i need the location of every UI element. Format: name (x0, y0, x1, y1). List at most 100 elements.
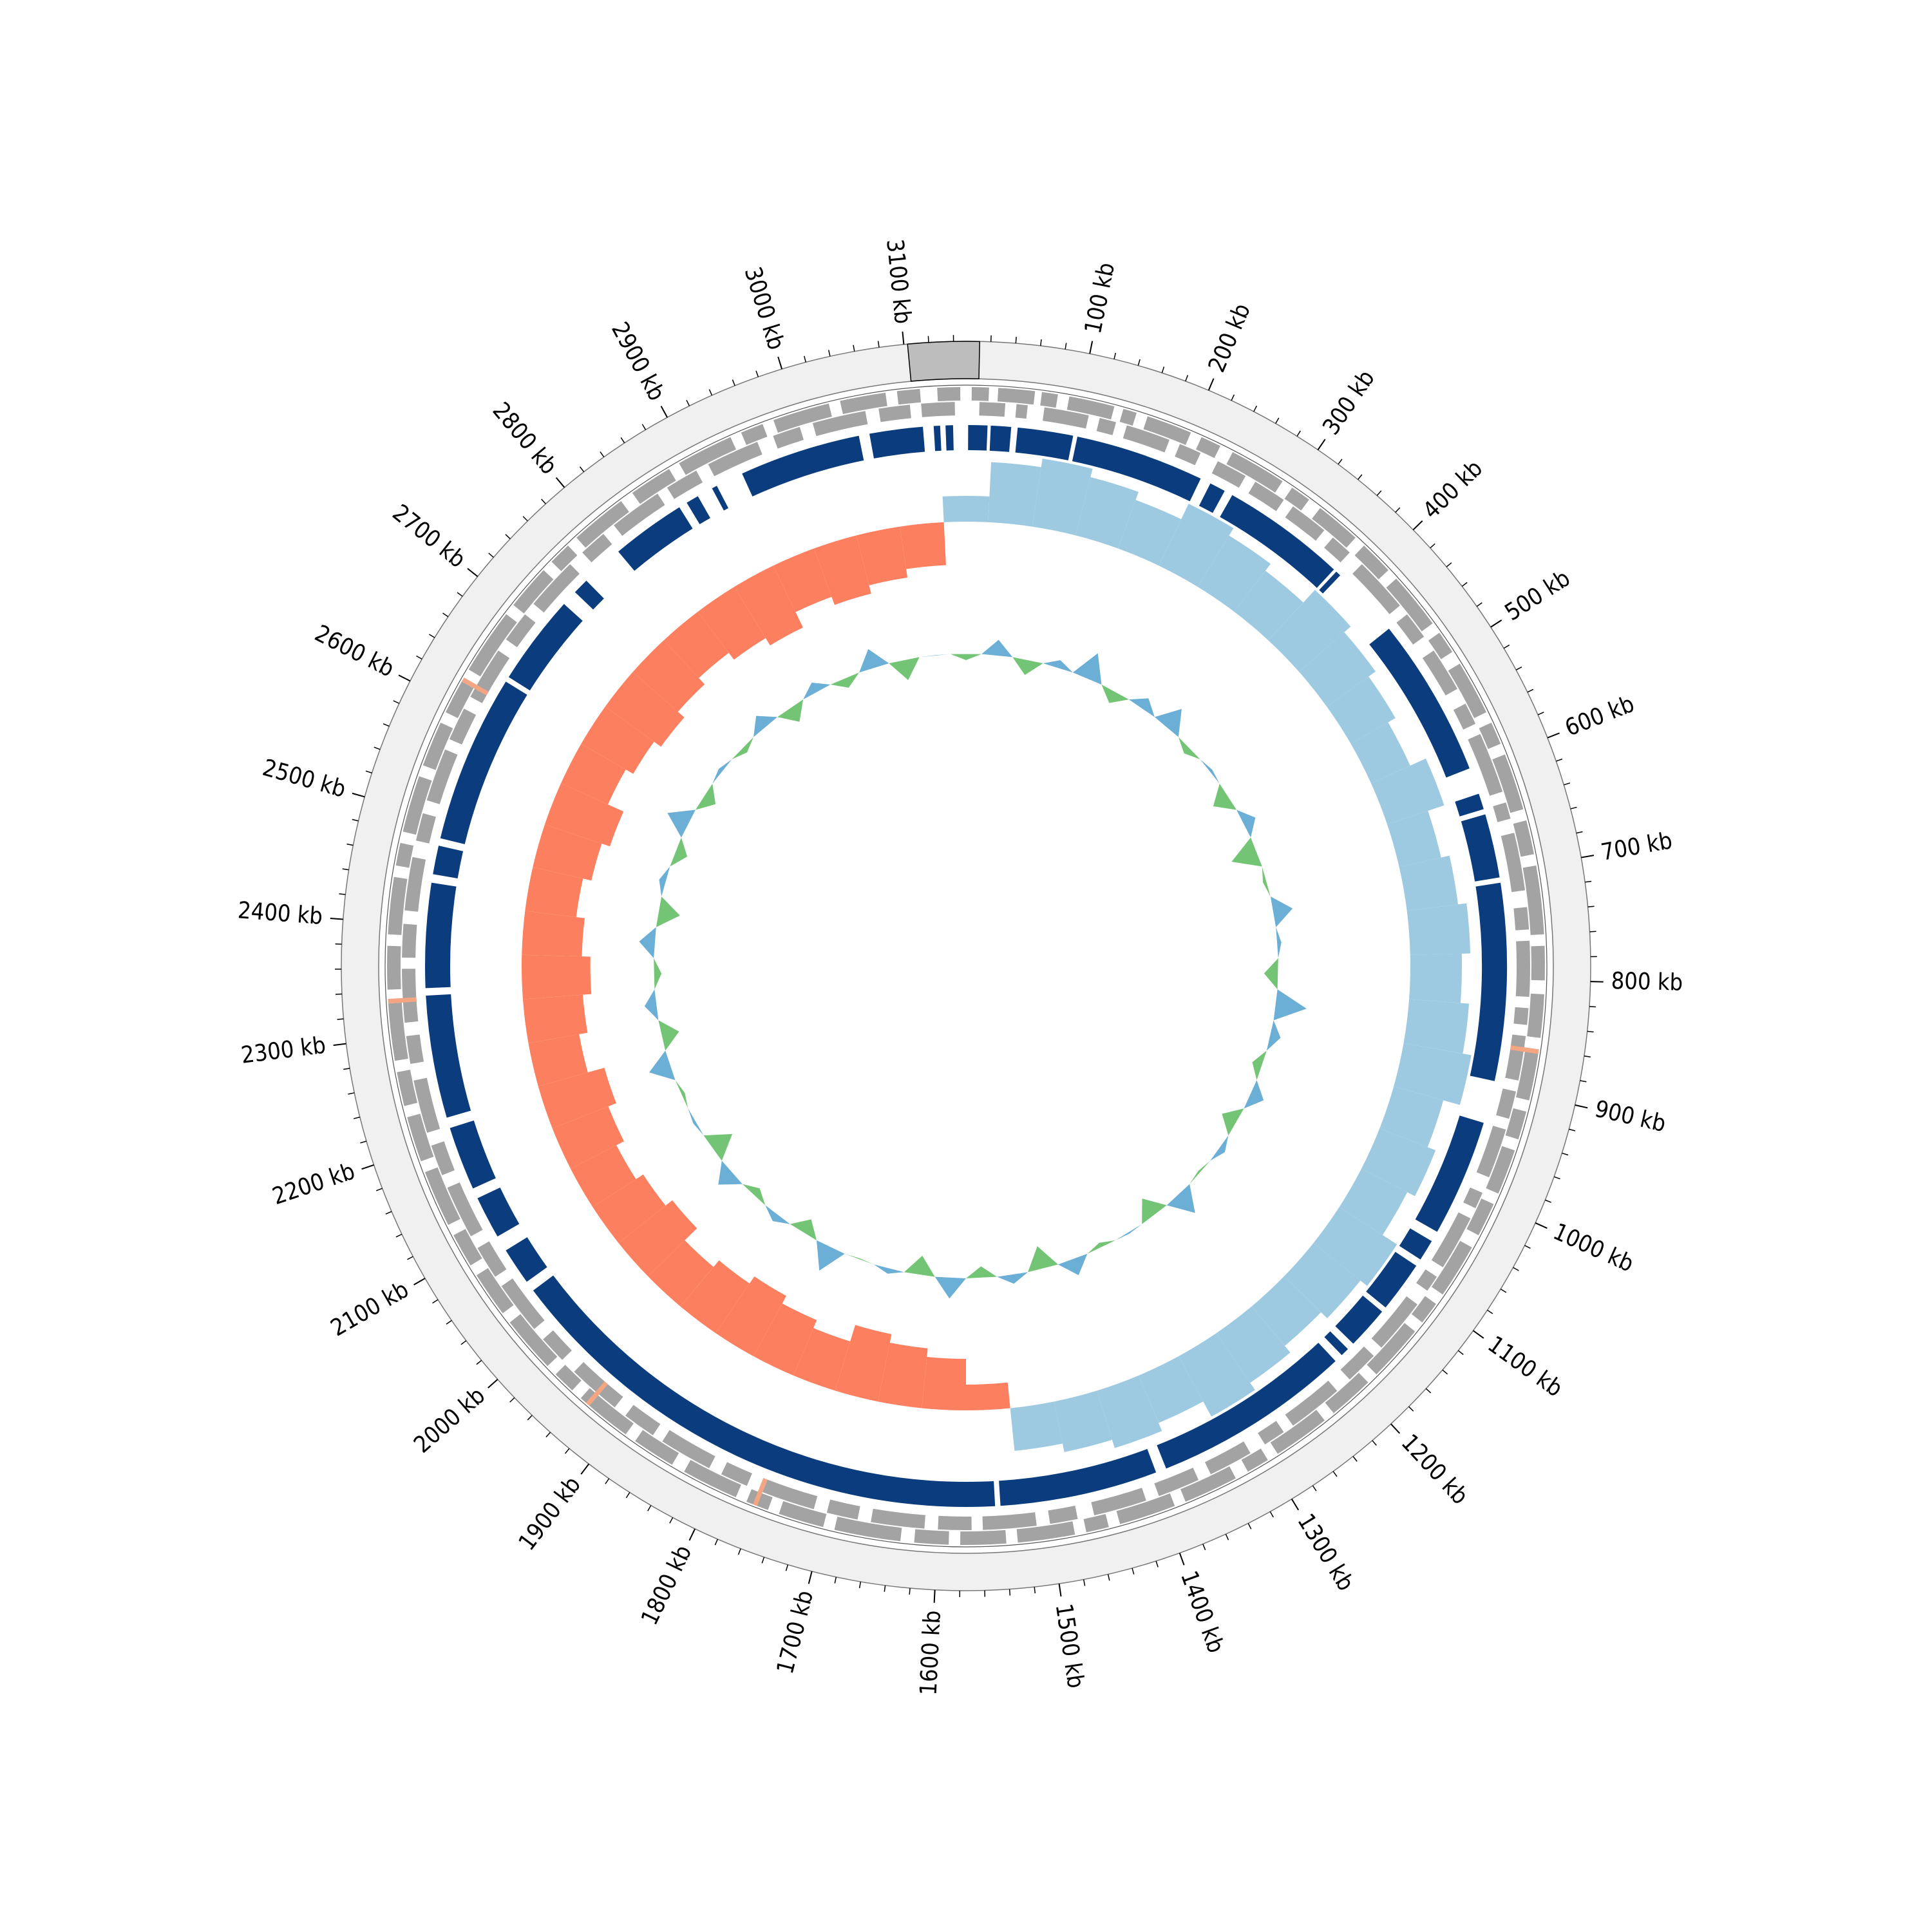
x-tick-label: 1900 kb (514, 1472, 586, 1555)
minor-tick (1556, 758, 1563, 762)
minor-tick (1500, 1289, 1507, 1293)
minor-tick (446, 1320, 452, 1325)
gc-content-spike (777, 699, 804, 722)
gc-content-spike (1231, 837, 1262, 867)
gc-skew-bar (753, 1303, 817, 1376)
gc-skew-bar (1313, 1207, 1397, 1286)
gene-minus (979, 402, 1006, 417)
minor-tick (365, 770, 372, 773)
gene-plus (509, 1314, 558, 1367)
major-tick (808, 1571, 813, 1584)
gc-skew-bar (1403, 999, 1470, 1054)
minor-tick (352, 819, 359, 822)
minor-tick (620, 437, 625, 444)
gene-plus (635, 1430, 679, 1465)
gene-plus (555, 1365, 582, 1391)
minor-tick (1580, 1080, 1587, 1083)
gene-minus (1501, 833, 1526, 893)
gc-skew-bar (1216, 1306, 1291, 1383)
minor-tick (884, 1585, 886, 1592)
gene-plus (453, 1229, 482, 1265)
gc-content-spike (1270, 896, 1293, 927)
minor-tick (1408, 1406, 1414, 1412)
gene-minus (1476, 1125, 1506, 1178)
x-tick-label: 1600 kb (916, 1610, 947, 1696)
gc-content-spike (904, 1255, 935, 1277)
minor-tick (1457, 1350, 1464, 1355)
block (618, 507, 693, 571)
minor-tick (1275, 417, 1280, 424)
gc-skew-bar (1327, 676, 1396, 744)
x-tick-label: 500 kb (1501, 565, 1575, 626)
minor-tick (858, 1581, 862, 1589)
gene-minus (1211, 461, 1246, 488)
x-tick-label: 100 kb (1080, 260, 1120, 336)
block (1455, 793, 1484, 817)
gc-content-spike (859, 649, 889, 673)
gc-content-spike (950, 654, 982, 660)
block (968, 425, 988, 451)
x-tick-label: 2400 kb (237, 897, 324, 930)
gc-skew-bar (1387, 811, 1441, 867)
x-tick-label: 3100 kb (881, 238, 916, 325)
major-tick (1575, 1104, 1588, 1109)
gene-minus (1453, 703, 1476, 730)
major-tick (555, 477, 565, 488)
gc-content-spike (1252, 1050, 1267, 1081)
minor-tick (1524, 1245, 1531, 1249)
minor-tick (1585, 880, 1592, 883)
minor-tick (1352, 1455, 1358, 1462)
gene-minus (404, 857, 426, 912)
gc-skew-bar (525, 867, 583, 918)
gene-minus (614, 493, 665, 536)
gc-content-spike (1012, 657, 1043, 676)
gene-plus (1386, 578, 1433, 632)
x-tick-label: 2500 kb (260, 755, 348, 803)
gene-minus (1340, 1346, 1374, 1380)
gc-content-spike (934, 1276, 966, 1299)
minor-tick (522, 516, 528, 522)
gc-skew-bar (552, 1106, 625, 1169)
gc-content-spike (1264, 958, 1278, 990)
block (712, 486, 729, 511)
gene-plus (424, 1167, 460, 1226)
gc-skew-bar (1075, 477, 1139, 549)
block (1335, 1295, 1383, 1344)
gc-skew-bar (1117, 500, 1182, 566)
gc-content-spike (732, 737, 754, 760)
x-tick-label: 1300 kb (1292, 1510, 1359, 1596)
gc-skew-bar (522, 994, 588, 1043)
minor-tick (339, 893, 346, 895)
gene-plus (1411, 1296, 1436, 1323)
block (1366, 1251, 1417, 1308)
gene-plus (937, 387, 961, 402)
gene-plus (1325, 1372, 1368, 1414)
gene-plus (1486, 1146, 1515, 1194)
gc-skew-bar (856, 526, 908, 585)
major-tick (777, 356, 783, 370)
minor-tick (545, 1432, 551, 1438)
gene-plus (998, 388, 1036, 405)
minor-tick (732, 379, 735, 386)
gc-skew-bar (1299, 632, 1376, 707)
minor-tick (1395, 507, 1401, 513)
minor-tick (432, 1299, 439, 1304)
gc-skew-bar (561, 744, 626, 805)
gc-skew-bar (793, 1328, 851, 1391)
gene-plus (402, 776, 432, 835)
x-tick-label: 1100 kb (1482, 1331, 1567, 1402)
gene-minus (582, 533, 612, 563)
minor-tick (407, 1256, 413, 1260)
gene-minus (447, 1182, 483, 1236)
minor-tick (442, 612, 449, 618)
gene-plus (513, 570, 554, 614)
major-tick (330, 918, 343, 920)
gene-plus (914, 1529, 949, 1545)
gene-plus (395, 842, 414, 868)
minor-tick (737, 1548, 741, 1555)
minor-tick (625, 1492, 630, 1499)
major-tick (1317, 439, 1326, 451)
gene-plus (422, 723, 453, 770)
gene-minus (1371, 1296, 1417, 1348)
gene-minus (1122, 425, 1170, 453)
